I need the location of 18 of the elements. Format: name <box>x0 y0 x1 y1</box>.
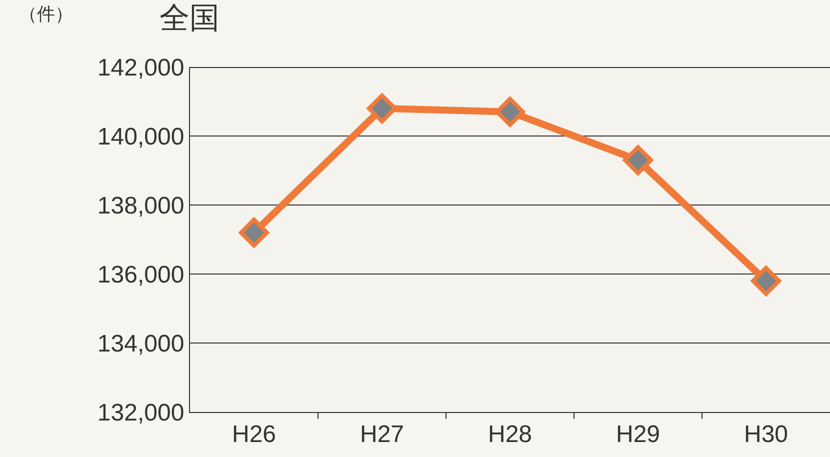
y-tick-label: 142,000 <box>97 54 184 82</box>
point <box>495 96 525 127</box>
chart-title: 全国 <box>159 0 220 36</box>
y-tick-label: 140,000 <box>97 123 184 150</box>
point <box>751 266 781 296</box>
point <box>623 145 653 176</box>
point <box>239 218 269 248</box>
x-tick-label: H27 <box>360 420 404 448</box>
y-tick-label: 138,000 <box>97 192 184 220</box>
x-tick-label: H28 <box>488 420 532 448</box>
x-tick-label: H29 <box>616 420 660 448</box>
y-tick-label: 134,000 <box>97 330 184 358</box>
x-tick-label: H30 <box>744 420 788 448</box>
point <box>367 93 397 124</box>
y-tick-label: 132,000 <box>97 399 184 426</box>
y-axis-title: （件） <box>19 4 73 24</box>
x-tick-label: H26 <box>232 420 276 448</box>
y-tick-label: 136,000 <box>97 261 184 288</box>
